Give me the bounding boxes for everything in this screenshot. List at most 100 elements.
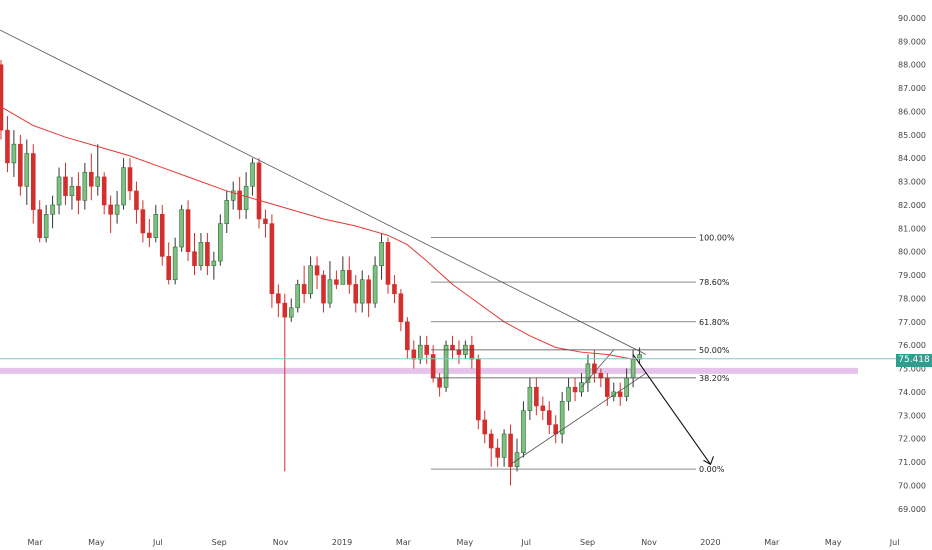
- forecast-arrow-line: [632, 354, 711, 465]
- candle-body: [179, 209, 184, 248]
- candle-body: [147, 232, 152, 238]
- fib-level-label: 38.20%: [699, 374, 730, 383]
- candle-body: [353, 284, 359, 304]
- candle-body: [288, 307, 294, 318]
- candle-body: [295, 284, 301, 309]
- candle-body: [430, 354, 436, 379]
- candle-body: [0, 64, 4, 131]
- x-tick-label: 2019: [332, 538, 352, 547]
- candle-body: [30, 153, 36, 210]
- candle-body: [224, 199, 230, 224]
- x-tick-label: Jul: [152, 538, 163, 547]
- candle-body: [495, 447, 500, 458]
- fib-level-label: 50.00%: [699, 346, 730, 355]
- candle-body: [282, 302, 288, 318]
- candle-body: [617, 391, 623, 397]
- candle-body: [604, 377, 610, 397]
- y-tick-label: 87.000: [898, 84, 926, 93]
- candle-body: [63, 176, 68, 196]
- candle-body: [308, 265, 313, 295]
- candle-body: [166, 256, 171, 281]
- candle-body: [82, 171, 88, 201]
- candle-body: [534, 386, 539, 407]
- fibonacci-retracement: 100.00% 78.60% 61.80% 50.00% 38.20% 0.00%: [430, 234, 735, 474]
- candle-body: [140, 209, 146, 234]
- candle-body: [43, 214, 49, 238]
- candle-body: [508, 433, 513, 468]
- candle-body: [89, 171, 94, 187]
- y-tick-label: 77.000: [898, 318, 926, 327]
- candle-body: [392, 284, 397, 295]
- candle-body: [153, 214, 159, 238]
- candle-body: [521, 410, 526, 453]
- support-band-rect: [0, 367, 858, 374]
- candle-body: [611, 391, 617, 397]
- y-tick-label: 78.000: [898, 294, 926, 303]
- candle-body: [585, 363, 591, 383]
- candle-body: [301, 284, 307, 295]
- x-tick-label: Sep: [580, 538, 595, 547]
- candle-body: [134, 190, 139, 210]
- candle-body: [185, 209, 191, 253]
- last-price-tag: 75.418: [896, 354, 932, 367]
- candle-body: [630, 358, 636, 379]
- x-tick-label: Mar: [396, 538, 412, 547]
- candle-body: [398, 293, 404, 323]
- candle-body: [230, 190, 236, 201]
- fib-level-label: 61.80%: [699, 318, 730, 327]
- y-tick-label: 69.000: [898, 505, 926, 514]
- candle-body: [566, 386, 571, 402]
- x-tick-label: May: [88, 538, 105, 547]
- candle-body: [417, 344, 423, 360]
- forecast-arrow-head: [703, 456, 715, 466]
- candle-body: [37, 209, 43, 238]
- trendlines: [0, 29, 647, 465]
- ma-line: [0, 106, 634, 360]
- candle-body: [121, 167, 126, 206]
- candle-body: [256, 162, 262, 220]
- candle-body: [114, 204, 120, 215]
- x-tick-label: May: [457, 538, 474, 547]
- candle-body: [218, 223, 223, 262]
- candle-body: [501, 433, 507, 458]
- y-tick-label: 81.000: [898, 224, 926, 233]
- y-tick-label: 72.000: [898, 435, 926, 444]
- y-tick-label: 86.000: [898, 107, 926, 116]
- candle-body: [546, 410, 552, 425]
- candle-body: [314, 265, 320, 276]
- candle-body: [172, 246, 178, 281]
- candle-body: [540, 405, 546, 411]
- candle-body: [592, 363, 597, 374]
- candle-body: [127, 167, 133, 192]
- trendline: [0, 29, 647, 355]
- candle-body: [385, 242, 391, 285]
- candle-body: [475, 358, 481, 421]
- candle-body: [56, 176, 62, 206]
- candle-body: [405, 321, 410, 351]
- fib-level-label: 78.60%: [699, 278, 730, 287]
- candle-body: [437, 377, 442, 388]
- x-tick-label: 2020: [700, 538, 720, 547]
- candle-body: [559, 400, 565, 435]
- x-tick-label: Jul: [889, 538, 900, 547]
- candle-body: [269, 223, 275, 295]
- candle-body: [372, 265, 378, 304]
- candle-body: [598, 372, 604, 379]
- candle-body: [346, 270, 352, 285]
- y-tick-label: 75.000: [898, 365, 926, 374]
- candle-body: [101, 176, 107, 206]
- candle-body: [237, 190, 242, 210]
- candle-body: [24, 153, 30, 187]
- support-band: [0, 367, 858, 374]
- candle-body: [76, 185, 81, 201]
- candle-body: [443, 344, 449, 388]
- moving-average: [0, 106, 634, 360]
- forecast-arrow: [632, 354, 715, 466]
- candle-body: [572, 386, 578, 393]
- candle-body: [108, 204, 113, 215]
- candle-body: [211, 260, 217, 267]
- candle-body: [424, 344, 430, 355]
- price-axis: 90.000 89.000 88.000 87.000 86.000 85.000 84.0…: [898, 14, 926, 514]
- candle-body: [205, 242, 210, 267]
